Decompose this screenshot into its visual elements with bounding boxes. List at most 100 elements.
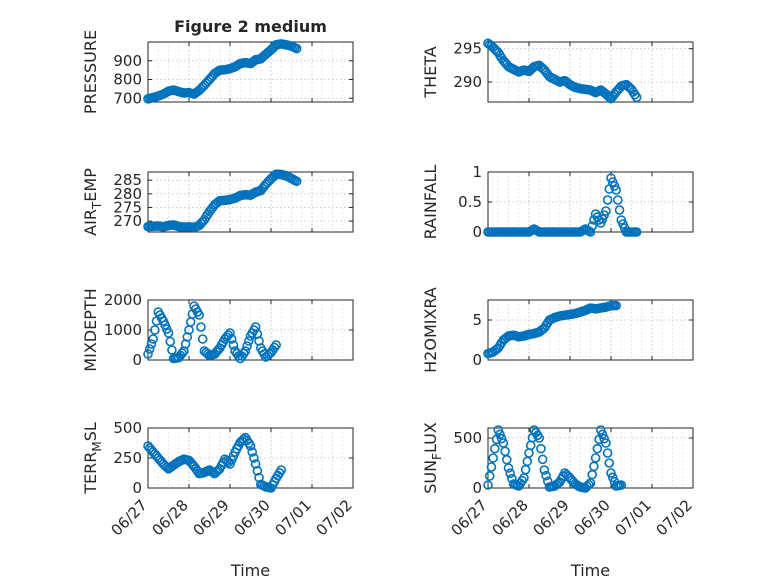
data-point: [602, 448, 613, 458]
data-point: [607, 472, 618, 483]
data-point: [525, 440, 536, 451]
y-tick-label: 1000: [104, 321, 142, 339]
y-tick-label: 1: [472, 163, 482, 181]
data-point: [611, 185, 621, 195]
data-point: [197, 334, 208, 344]
data-point: [484, 471, 495, 481]
data-point: [616, 480, 627, 490]
data-point: [537, 454, 548, 465]
data-point: [254, 472, 264, 483]
data-point: [167, 345, 177, 355]
data-point: [501, 454, 512, 465]
y-axis-label: TERRMSL: [81, 422, 104, 495]
chart-title: Figure 2 medium: [174, 17, 327, 36]
data-point: [249, 453, 259, 463]
data-point: [520, 464, 531, 475]
chart-panel-rainfall: 0 0.5 1 RAINFALL: [421, 163, 694, 241]
y-tick-label: 280: [113, 185, 142, 203]
x-axis-label: Time: [230, 561, 270, 580]
chart-panel-h2omixra: 0 5 H2OMIXRA: [421, 287, 694, 373]
y-tick-label: 285: [113, 171, 142, 189]
axes-box: [147, 41, 354, 103]
y-tick-label: 275: [113, 198, 142, 216]
y-tick-label: 0: [472, 223, 482, 241]
data-point: [185, 317, 196, 327]
data-point: [247, 447, 258, 457]
y-tick-label: 0: [132, 479, 142, 497]
data-point: [539, 465, 550, 475]
data-point: [541, 470, 551, 481]
data-point: [601, 438, 611, 448]
data-point: [163, 328, 174, 338]
y-axis-label: PRESSURE: [81, 30, 100, 114]
y-tick-label: 700: [113, 89, 142, 107]
data-point: [505, 468, 516, 479]
y-tick-label: 0.5: [458, 193, 482, 211]
data-point: [604, 458, 615, 468]
data-point: [291, 176, 302, 187]
data-point: [613, 195, 623, 205]
data-point: [242, 341, 252, 351]
data-point: [252, 465, 263, 476]
x-axis-label: Time: [570, 561, 610, 580]
x-tick-label: 06/27: [108, 496, 151, 539]
x-tick-label: 07/01: [272, 496, 315, 539]
y-tick-label: 900: [113, 52, 142, 70]
y-tick-label: 270: [113, 212, 142, 230]
data-point: [583, 479, 594, 490]
data-point: [243, 336, 254, 346]
x-tick-label: 06/27: [448, 496, 491, 539]
y-tick-label: 500: [113, 419, 142, 437]
data-point: [196, 322, 206, 332]
y-tick-label: 0: [472, 351, 482, 369]
y-tick-label: 5: [472, 311, 482, 329]
data-point: [606, 468, 616, 478]
data-point: [599, 433, 609, 444]
x-tick-label: 06/29: [190, 496, 233, 539]
data-point: [595, 425, 606, 435]
y-tick-label: 290: [453, 73, 482, 91]
x-tick-label: 07/02: [313, 496, 356, 539]
data-point: [240, 346, 251, 356]
data-point: [233, 351, 244, 361]
data-point: [165, 336, 176, 347]
y-axis-label: SUNFLUX: [421, 422, 444, 494]
data-point: [226, 334, 237, 344]
data-point: [483, 480, 493, 490]
data-point: [500, 446, 510, 457]
y-axis-label: THETA: [421, 46, 440, 98]
data-point: [536, 443, 546, 454]
y-tick-label: 2000: [104, 291, 142, 309]
axes-box: [487, 41, 694, 103]
data-point: [631, 227, 642, 237]
x-tick-label: 06/29: [530, 496, 573, 539]
data-point: [614, 205, 625, 215]
data-point: [587, 221, 598, 231]
data-point: [488, 453, 498, 463]
y-tick-label: 500: [453, 429, 482, 447]
y-axis-label: MIXDEPTH: [81, 288, 100, 371]
x-tick-label: 06/30: [571, 496, 614, 539]
data-point: [495, 429, 505, 440]
data-point: [503, 463, 514, 473]
y-axis-label: H2OMIXRA: [421, 287, 440, 373]
data-point: [534, 433, 545, 443]
data-point: [493, 425, 504, 435]
data-point: [271, 340, 281, 350]
data-point: [148, 334, 158, 344]
data-point: [601, 206, 611, 216]
x-tick-label: 07/02: [653, 496, 696, 539]
y-tick-label: 800: [113, 71, 142, 89]
y-axis-label: RAINFALL: [421, 165, 440, 240]
data-point: [486, 462, 497, 472]
data-point: [631, 92, 642, 103]
data-point: [291, 43, 302, 54]
axes-box: [147, 171, 354, 233]
data-point: [611, 300, 621, 311]
data-point: [144, 344, 155, 354]
y-tick-label: 250: [113, 449, 142, 467]
data-point: [522, 456, 533, 467]
